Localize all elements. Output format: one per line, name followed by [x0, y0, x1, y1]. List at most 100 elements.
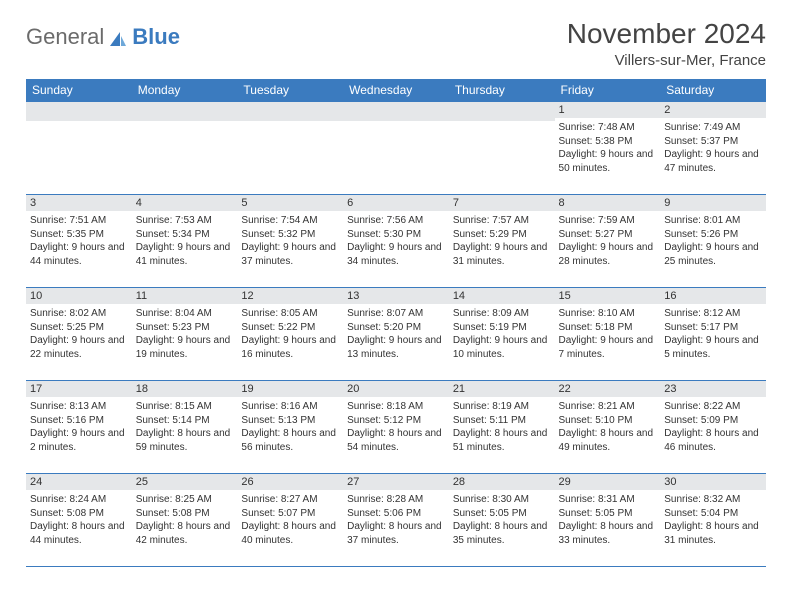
calendar-day: 6Sunrise: 7:56 AMSunset: 5:30 PMDaylight…	[343, 195, 449, 288]
sunset-text: Sunset: 5:38 PM	[559, 135, 657, 149]
day-number: 9	[660, 195, 766, 211]
day-body: Sunrise: 8:02 AMSunset: 5:25 PMDaylight:…	[26, 304, 132, 364]
day-number	[237, 102, 343, 121]
sunrise-text: Sunrise: 8:30 AM	[453, 493, 551, 507]
brand-blue: Blue	[132, 24, 180, 50]
calendar-day: 3Sunrise: 7:51 AMSunset: 5:35 PMDaylight…	[26, 195, 132, 288]
day-number	[132, 102, 238, 121]
sunset-text: Sunset: 5:06 PM	[347, 507, 445, 521]
sunrise-text: Sunrise: 8:16 AM	[241, 400, 339, 414]
sunset-text: Sunset: 5:18 PM	[559, 321, 657, 335]
weekday-wed: Wednesday	[343, 79, 449, 102]
daylight-text: Daylight: 9 hours and 47 minutes.	[664, 148, 762, 175]
sunrise-text: Sunrise: 8:25 AM	[136, 493, 234, 507]
sunset-text: Sunset: 5:34 PM	[136, 228, 234, 242]
daylight-text: Daylight: 9 hours and 2 minutes.	[30, 427, 128, 454]
day-body: Sunrise: 8:10 AMSunset: 5:18 PMDaylight:…	[555, 304, 661, 364]
day-number: 7	[449, 195, 555, 211]
sunrise-text: Sunrise: 8:01 AM	[664, 214, 762, 228]
sunrise-text: Sunrise: 7:48 AM	[559, 121, 657, 135]
sunrise-text: Sunrise: 8:24 AM	[30, 493, 128, 507]
calendar-week: 1Sunrise: 7:48 AMSunset: 5:38 PMDaylight…	[26, 102, 766, 195]
day-number: 3	[26, 195, 132, 211]
sunset-text: Sunset: 5:05 PM	[559, 507, 657, 521]
daylight-text: Daylight: 8 hours and 54 minutes.	[347, 427, 445, 454]
day-body: Sunrise: 8:18 AMSunset: 5:12 PMDaylight:…	[343, 397, 449, 457]
daylight-text: Daylight: 9 hours and 31 minutes.	[453, 241, 551, 268]
calendar-day: 29Sunrise: 8:31 AMSunset: 5:05 PMDayligh…	[555, 474, 661, 567]
sunrise-text: Sunrise: 7:49 AM	[664, 121, 762, 135]
day-number	[449, 102, 555, 121]
daylight-text: Daylight: 8 hours and 59 minutes.	[136, 427, 234, 454]
day-number: 12	[237, 288, 343, 304]
day-number: 18	[132, 381, 238, 397]
sunset-text: Sunset: 5:07 PM	[241, 507, 339, 521]
sunset-text: Sunset: 5:11 PM	[453, 414, 551, 428]
day-body: Sunrise: 8:21 AMSunset: 5:10 PMDaylight:…	[555, 397, 661, 457]
day-body: Sunrise: 7:54 AMSunset: 5:32 PMDaylight:…	[237, 211, 343, 271]
sunrise-text: Sunrise: 8:04 AM	[136, 307, 234, 321]
sunset-text: Sunset: 5:05 PM	[453, 507, 551, 521]
calendar-day: 9Sunrise: 8:01 AMSunset: 5:26 PMDaylight…	[660, 195, 766, 288]
weekday-fri: Friday	[555, 79, 661, 102]
daylight-text: Daylight: 8 hours and 31 minutes.	[664, 520, 762, 547]
calendar-day: 14Sunrise: 8:09 AMSunset: 5:19 PMDayligh…	[449, 288, 555, 381]
sunrise-text: Sunrise: 7:56 AM	[347, 214, 445, 228]
day-number: 19	[237, 381, 343, 397]
daylight-text: Daylight: 8 hours and 37 minutes.	[347, 520, 445, 547]
calendar-day	[237, 102, 343, 195]
calendar-day: 28Sunrise: 8:30 AMSunset: 5:05 PMDayligh…	[449, 474, 555, 567]
calendar-week: 3 Sunrise: 7:51 AMSunset: 5:35 PM Daylight…	[26, 195, 766, 288]
daylight-text: Daylight: 8 hours and 42 minutes.	[136, 520, 234, 547]
calendar-day: 1 Sunrise: 7:48 AMSunset: 5:38 PMDaylight…	[555, 102, 661, 195]
day-body: Sunrise: 8:30 AMSunset: 5:05 PMDaylight:…	[449, 490, 555, 550]
brand-general: General	[26, 24, 104, 50]
day-body: Sunrise: 8:16 AMSunset: 5:13 PMDaylight:…	[237, 397, 343, 457]
sunrise-text: Sunrise: 7:57 AM	[453, 214, 551, 228]
calendar-day: 23Sunrise: 8:22 AMSunset: 5:09 PMDayligh…	[660, 381, 766, 474]
calendar-day: 18Sunrise: 8:15 AMSunset: 5:14 PMDayligh…	[132, 381, 238, 474]
day-number: 21	[449, 381, 555, 397]
weekday-mon: Monday	[132, 79, 238, 102]
weekday-header-row: Sunday Monday Tuesday Wednesday Thursday…	[26, 79, 766, 102]
daylight-text: Daylight: 9 hours and 25 minutes.	[664, 241, 762, 268]
calendar-day: 11Sunrise: 8:04 AMSunset: 5:23 PMDayligh…	[132, 288, 238, 381]
calendar-day: 27Sunrise: 8:28 AMSunset: 5:06 PMDayligh…	[343, 474, 449, 567]
sunrise-text: Sunrise: 8:10 AM	[559, 307, 657, 321]
day-number: 11	[132, 288, 238, 304]
calendar-day: 25Sunrise: 8:25 AMSunset: 5:08 PMDayligh…	[132, 474, 238, 567]
sunset-text: Sunset: 5:35 PM	[30, 228, 128, 242]
day-body: Sunrise: 8:12 AMSunset: 5:17 PMDaylight:…	[660, 304, 766, 364]
sunrise-text: Sunrise: 8:21 AM	[559, 400, 657, 414]
day-number: 1	[555, 102, 661, 118]
day-number: 15	[555, 288, 661, 304]
calendar-day: 7Sunrise: 7:57 AMSunset: 5:29 PMDaylight…	[449, 195, 555, 288]
daylight-text: Daylight: 9 hours and 50 minutes.	[559, 148, 657, 175]
calendar-day: 10Sunrise: 8:02 AMSunset: 5:25 PMDayligh…	[26, 288, 132, 381]
sunrise-text: Sunrise: 8:12 AM	[664, 307, 762, 321]
sunrise-text: Sunrise: 7:53 AM	[136, 214, 234, 228]
day-body: Sunrise: 8:32 AMSunset: 5:04 PMDaylight:…	[660, 490, 766, 550]
day-body: Sunrise: 8:15 AMSunset: 5:14 PMDaylight:…	[132, 397, 238, 457]
calendar-day: 22Sunrise: 8:21 AMSunset: 5:10 PMDayligh…	[555, 381, 661, 474]
sunrise-text: Sunrise: 8:18 AM	[347, 400, 445, 414]
day-body: Sunrise: 8:28 AMSunset: 5:06 PMDaylight:…	[343, 490, 449, 550]
calendar-day: 17Sunrise: 8:13 AMSunset: 5:16 PMDayligh…	[26, 381, 132, 474]
sunset-text: Sunset: 5:29 PM	[453, 228, 551, 242]
sunrise-text: Sunrise: 8:22 AM	[664, 400, 762, 414]
sunset-text: Sunset: 5:08 PM	[136, 507, 234, 521]
day-body: Sunrise: 8:04 AMSunset: 5:23 PMDaylight:…	[132, 304, 238, 364]
day-number: 13	[343, 288, 449, 304]
day-number: 30	[660, 474, 766, 490]
weekday-thu: Thursday	[449, 79, 555, 102]
sunrise-text: Sunrise: 8:31 AM	[559, 493, 657, 507]
calendar-day: 30Sunrise: 8:32 AMSunset: 5:04 PMDayligh…	[660, 474, 766, 567]
calendar-day: 5Sunrise: 7:54 AMSunset: 5:32 PMDaylight…	[237, 195, 343, 288]
day-body: Sunrise: 7:49 AMSunset: 5:37 PMDaylight:…	[660, 118, 766, 178]
day-body: Sunrise: 8:13 AMSunset: 5:16 PMDaylight:…	[26, 397, 132, 457]
day-body: Sunrise: 8:27 AMSunset: 5:07 PMDaylight:…	[237, 490, 343, 550]
weekday-sun: Sunday	[26, 79, 132, 102]
day-body: Sunrise: 8:01 AMSunset: 5:26 PMDaylight:…	[660, 211, 766, 271]
day-body: Sunrise: 7:57 AMSunset: 5:29 PMDaylight:…	[449, 211, 555, 271]
sunrise-text: Sunrise: 7:51 AM	[30, 214, 128, 228]
